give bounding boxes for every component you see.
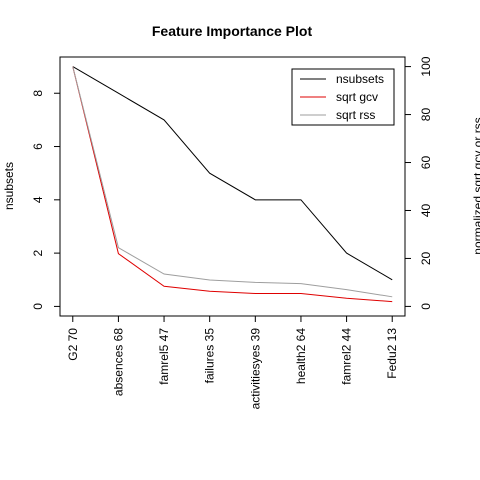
- x-tick-label: absences 68: [111, 328, 125, 396]
- y2-tick-label: 80: [419, 108, 433, 122]
- y2-tick-label: 40: [419, 203, 433, 217]
- y2-tick-label: 0: [419, 303, 433, 310]
- x-tick-label: Fedu2 13: [385, 328, 399, 379]
- x-tick-label: famrel2 44: [340, 328, 354, 385]
- series-line: [72, 66, 393, 281]
- y-tick-label: 6: [31, 143, 45, 150]
- series-line: [72, 66, 393, 303]
- y-tick-label: 2: [31, 249, 45, 256]
- y2-tick-label: 20: [419, 251, 433, 265]
- plot-box: [59, 56, 406, 317]
- x-tick-label: failures 35: [203, 328, 217, 384]
- y-tick-label: 4: [31, 196, 45, 203]
- x-tick-label: activitiesyes 39: [248, 328, 262, 410]
- y2-tick-label: 60: [419, 156, 433, 170]
- x-tick-label: famrel5 47: [157, 328, 171, 385]
- legend-label: sqrt gcv: [336, 90, 378, 104]
- y2-tick-label: 100: [419, 56, 433, 76]
- legend-label: sqrt rss: [336, 108, 375, 122]
- x-tick-label: health2 64: [294, 328, 308, 384]
- legend-label: nsubsets: [336, 72, 384, 86]
- y-tick-label: 8: [31, 90, 45, 97]
- chart-title: Feature Importance Plot: [152, 23, 313, 39]
- series-line: [72, 66, 393, 298]
- y-tick-label: 0: [31, 303, 45, 310]
- x-tick-label: G2 70: [66, 328, 80, 361]
- y-axis-label: nsubsets: [2, 162, 16, 210]
- y2-axis-label: normalized sqrt gcv or rss: [471, 117, 480, 254]
